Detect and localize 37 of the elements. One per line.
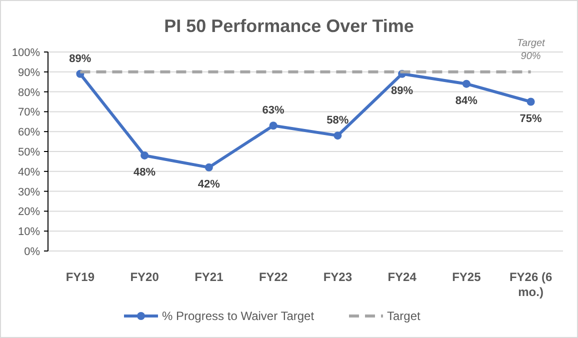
y-tick-label: 50%	[18, 146, 40, 158]
y-tick-label: 70%	[18, 106, 40, 119]
point	[462, 80, 470, 88]
y-tick-label: 0%	[24, 246, 40, 258]
y-tick-label: 30%	[18, 186, 40, 198]
data-label: 48%	[134, 166, 156, 178]
point	[140, 151, 149, 160]
data-label: 84%	[455, 94, 478, 107]
x-tick-label: FY24	[388, 270, 417, 284]
annotation: Target 90%	[516, 38, 546, 62]
x-tick-label: FY20	[130, 270, 160, 284]
data-label: 63%	[262, 104, 285, 117]
point	[334, 132, 342, 140]
x-tick-label: FY22	[258, 270, 288, 284]
data-label: 42%	[198, 178, 220, 190]
x-tick-label: FY26 (6 mo.)	[509, 270, 552, 299]
y-tick-label: 80%	[18, 86, 40, 99]
y-tick-label: 90%	[18, 66, 40, 79]
y-tick-label: 60%	[18, 126, 40, 139]
x-tick-label: FY25	[452, 270, 482, 284]
x-tick-label: FY23	[323, 270, 352, 284]
y-tick-label: 20%	[18, 206, 40, 218]
y-tick-label: 10%	[18, 226, 40, 238]
point	[269, 122, 278, 130]
x-tick-label: FY19	[66, 270, 95, 284]
chart-title: PI 50 Performance Over Time	[164, 16, 414, 36]
point	[204, 163, 213, 172]
data-label: 89%	[391, 84, 414, 97]
x-tick-label: FY21	[194, 270, 224, 284]
data-label: 58%	[326, 114, 349, 127]
y-tick-label: 40%	[18, 166, 40, 178]
point	[526, 98, 535, 106]
legend-label: Target	[387, 309, 422, 323]
y-tick-label: 100%	[12, 47, 40, 59]
data-label: 75%	[520, 112, 542, 125]
data-label: 89%	[69, 52, 92, 65]
legend-label: % Progress to Waiver Target	[162, 309, 315, 323]
